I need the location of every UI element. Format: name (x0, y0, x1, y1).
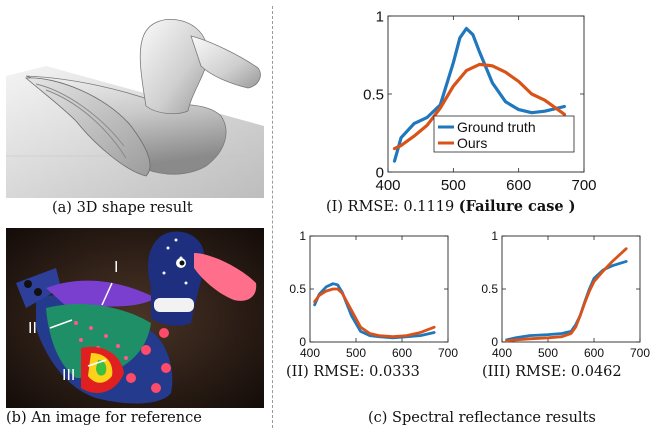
x-tick-label: 500 (346, 346, 366, 360)
y-tick-label: 0.5 (363, 86, 384, 103)
photo-label-I: I (114, 259, 118, 276)
caption-b: (b) An image for reference (6, 410, 202, 426)
x-tick-label: 700 (571, 177, 596, 194)
y-tick-label: 0 (376, 164, 384, 181)
caption-III: (III) RMSE: 0.0462 (482, 364, 622, 380)
y-tick-label: 0 (299, 335, 306, 349)
series-line-ours (313, 287, 436, 339)
caption-I-rmse: (I) RMSE: 0.1119 (326, 199, 455, 215)
y-tick-label: 0 (491, 335, 498, 349)
x-tick-label: 600 (584, 346, 604, 360)
x-tick-label: 500 (538, 346, 558, 360)
x-tick-label: 700 (438, 346, 458, 360)
series-line-ground-truth (392, 26, 566, 163)
reference-photo: I II III (6, 228, 264, 408)
3d-shape-render (6, 6, 264, 198)
x-tick-label: 700 (630, 346, 650, 360)
caption-I: (I) RMSE: 0.1119 (Failure case ) (326, 198, 576, 215)
x-tick-label: 400 (492, 346, 512, 360)
caption-a: (a) 3D shape result (52, 200, 193, 216)
legend-label: Ours (457, 135, 487, 151)
dashed-divider (272, 6, 273, 428)
series-line-ours (392, 62, 566, 151)
series-line-ours (505, 247, 628, 343)
x-tick-label: 400 (300, 346, 320, 360)
series-line-ground-truth (505, 260, 628, 342)
photo-label-II: II (28, 320, 37, 337)
chart-III: 400 500 600 700 0 0.5 1 (481, 229, 650, 360)
caption-I-note: (Failure case ) (458, 198, 576, 215)
legend-label: Ground truth (457, 119, 536, 135)
y-tick-label: 1 (299, 229, 306, 243)
x-tick-label: 600 (506, 177, 531, 194)
x-tick-label: 400 (375, 177, 400, 194)
y-tick-label: 1 (491, 229, 498, 243)
x-tick-label: 600 (392, 346, 412, 360)
series-line-ground-truth (313, 282, 436, 340)
caption-II: (II) RMSE: 0.0333 (286, 364, 420, 380)
caption-c: (c) Spectral reflectance results (368, 410, 596, 426)
y-tick-label: 1 (376, 8, 384, 25)
y-tick-label: 0.5 (481, 282, 498, 296)
y-tick-label: 0.5 (289, 282, 306, 296)
photo-label-III: III (62, 367, 75, 384)
x-tick-label: 500 (441, 177, 466, 194)
plot-frame (501, 235, 641, 343)
chart-II: 400 500 600 700 0 0.5 1 (289, 229, 458, 360)
legend-box (433, 115, 575, 153)
